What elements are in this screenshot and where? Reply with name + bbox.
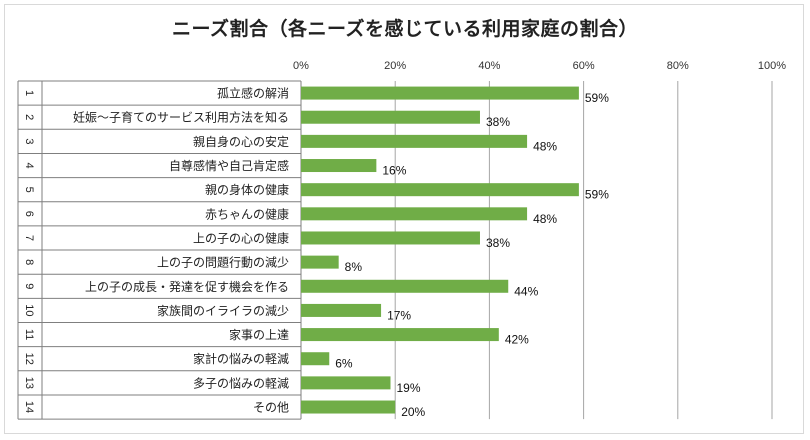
category-label: 家族間のイライラの減少 xyxy=(157,303,289,318)
category-index: 10 xyxy=(23,304,35,316)
data-label: 17% xyxy=(387,308,411,322)
data-label: 38% xyxy=(486,115,510,129)
category-index: 8 xyxy=(23,259,35,265)
bar xyxy=(301,86,579,100)
data-label: 8% xyxy=(345,260,363,274)
category-index: 14 xyxy=(23,401,35,413)
bar xyxy=(301,231,480,245)
category-index: 1 xyxy=(23,90,35,96)
bar xyxy=(301,279,509,293)
data-label: 16% xyxy=(382,164,406,178)
bar xyxy=(301,183,579,197)
x-tick-label: 80% xyxy=(667,60,689,72)
category-label: 家事の上達 xyxy=(229,327,289,342)
category-label: 家計の悩みの軽減 xyxy=(193,351,289,366)
x-tick-label: 40% xyxy=(478,60,500,72)
bar xyxy=(301,255,339,269)
category-index: 3 xyxy=(23,138,35,144)
category-label: 親自身の心の安定 xyxy=(193,134,289,149)
data-label: 42% xyxy=(505,333,529,347)
data-label: 59% xyxy=(585,91,609,105)
chart-title: ニーズ割合（各ニーズを感じている利用家庭の割合） xyxy=(171,18,639,40)
category-index: 9 xyxy=(23,283,35,289)
bar xyxy=(301,159,377,173)
data-label: 59% xyxy=(585,188,609,202)
category-label: 赤ちゃんの健康 xyxy=(205,206,289,221)
category-label: 妊娠～子育てのサービス利用方法を知る xyxy=(73,110,289,125)
category-index: 6 xyxy=(23,211,35,217)
data-label: 19% xyxy=(396,381,420,395)
bar xyxy=(301,134,528,148)
data-label: 6% xyxy=(335,357,353,371)
data-label: 20% xyxy=(401,405,425,419)
x-tick-label: 100% xyxy=(758,60,786,72)
category-label: 上の子の心の健康 xyxy=(193,230,289,245)
data-label: 38% xyxy=(486,236,510,250)
bar xyxy=(301,207,528,221)
data-label: 48% xyxy=(533,139,557,153)
bar xyxy=(301,303,382,317)
category-index: 5 xyxy=(23,187,35,193)
bar xyxy=(301,352,330,366)
category-index: 7 xyxy=(23,235,35,241)
bar xyxy=(301,400,396,414)
data-label: 48% xyxy=(533,212,557,226)
x-tick-label: 60% xyxy=(573,60,595,72)
category-label: 孤立感の解消 xyxy=(217,86,289,101)
category-index: 12 xyxy=(23,353,35,365)
x-tick-label: 0% xyxy=(293,60,309,72)
category-label: 親の身体の健康 xyxy=(205,182,289,197)
data-label: 44% xyxy=(514,284,538,298)
category-label: 多子の悩みの軽減 xyxy=(193,375,289,390)
category-label: 自尊感情や自己肯定感 xyxy=(169,158,289,173)
bar xyxy=(301,328,499,342)
x-tick-label: 20% xyxy=(384,60,406,72)
bar xyxy=(301,110,480,124)
category-label: 上の子の成長・発達を促す機会を作る xyxy=(85,279,289,294)
category-index: 11 xyxy=(23,329,35,340)
category-index: 4 xyxy=(23,162,35,168)
bar xyxy=(301,376,391,390)
category-index: 2 xyxy=(23,114,35,120)
category-label: 上の子の問題行動の減少 xyxy=(157,255,289,270)
category-index: 13 xyxy=(23,377,35,389)
category-label: その他 xyxy=(253,401,289,415)
